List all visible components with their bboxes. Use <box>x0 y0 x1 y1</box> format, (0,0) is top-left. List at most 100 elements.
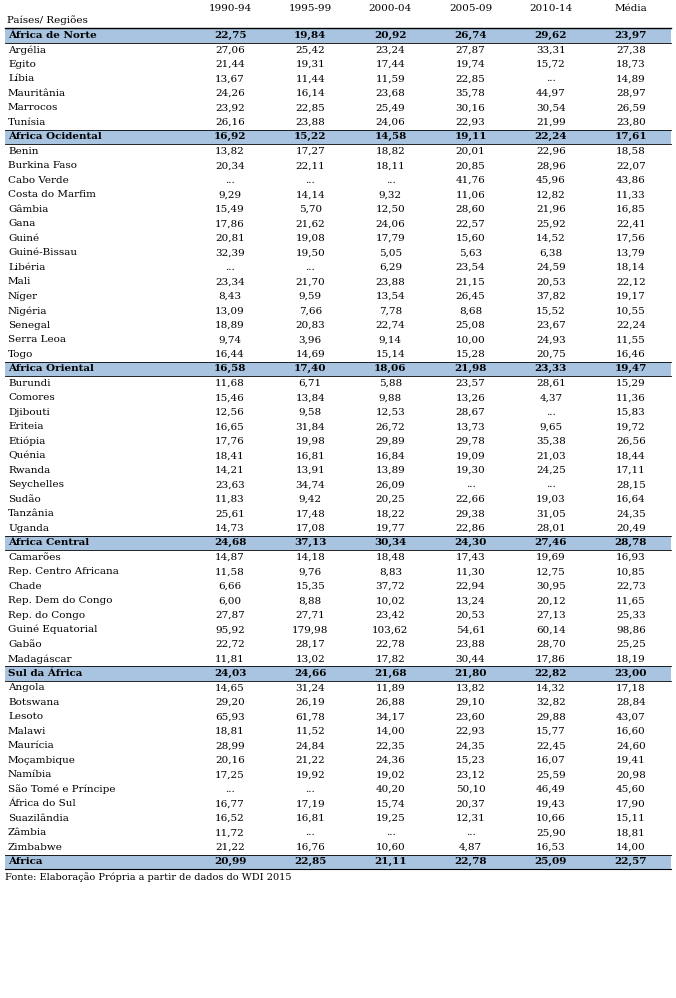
Text: 32,82: 32,82 <box>536 698 566 707</box>
Text: 14,87: 14,87 <box>215 553 245 562</box>
Text: 16,46: 16,46 <box>616 349 646 358</box>
Text: Chade: Chade <box>8 582 42 591</box>
Bar <box>5 43 671 57</box>
Bar <box>5 332 671 347</box>
Text: Argélia: Argélia <box>8 45 46 55</box>
Text: 28,96: 28,96 <box>536 162 566 171</box>
Text: ...: ... <box>306 262 315 271</box>
Bar <box>5 405 671 419</box>
Text: 25,08: 25,08 <box>456 320 485 329</box>
Text: 15,49: 15,49 <box>215 205 245 214</box>
Text: 29,78: 29,78 <box>456 437 485 446</box>
Text: 11,68: 11,68 <box>215 379 245 388</box>
Text: 14,00: 14,00 <box>616 842 646 851</box>
Text: 21,22: 21,22 <box>215 842 245 851</box>
Text: 95,92: 95,92 <box>215 626 245 635</box>
Text: 13,24: 13,24 <box>456 596 485 605</box>
Text: 14,58: 14,58 <box>375 133 406 142</box>
Text: África do Sul: África do Sul <box>8 799 76 808</box>
Text: Média: Média <box>614 4 648 13</box>
Text: 16,14: 16,14 <box>295 89 325 98</box>
Text: Sul da África: Sul da África <box>8 669 82 678</box>
Text: 24,25: 24,25 <box>536 466 566 475</box>
Text: 34,74: 34,74 <box>295 480 325 489</box>
Text: São Tomé e Príncipe: São Tomé e Príncipe <box>8 784 116 794</box>
Bar <box>5 318 671 332</box>
Text: 27,13: 27,13 <box>536 611 566 620</box>
Text: 25,59: 25,59 <box>536 770 566 779</box>
Text: Djibouti: Djibouti <box>8 408 50 417</box>
Text: 13,79: 13,79 <box>616 249 646 257</box>
Bar <box>5 260 671 274</box>
Text: 25,25: 25,25 <box>616 640 646 649</box>
Text: Fonte: Elaboração Própria a partir de dados do WDI 2015: Fonte: Elaboração Própria a partir de da… <box>5 872 291 882</box>
Bar <box>5 492 671 507</box>
Text: 28,01: 28,01 <box>536 524 566 533</box>
Text: Cabo Verde: Cabo Verde <box>8 176 69 185</box>
Text: 16,84: 16,84 <box>376 451 406 460</box>
Text: 22,94: 22,94 <box>456 582 485 591</box>
Text: 65,93: 65,93 <box>215 713 245 722</box>
Text: 28,67: 28,67 <box>456 408 485 417</box>
Text: Costa do Marfim: Costa do Marfim <box>8 191 96 200</box>
Text: 17,76: 17,76 <box>215 437 245 446</box>
Text: 28,17: 28,17 <box>295 640 325 649</box>
Text: 18,82: 18,82 <box>376 147 406 156</box>
Text: 30,95: 30,95 <box>536 582 566 591</box>
Text: 16,76: 16,76 <box>295 842 325 851</box>
Text: 44,97: 44,97 <box>536 89 566 98</box>
Text: 18,14: 18,14 <box>616 262 646 271</box>
Text: 19,08: 19,08 <box>295 234 325 243</box>
Bar <box>5 434 671 448</box>
Text: 5,63: 5,63 <box>459 249 482 257</box>
Text: 16,60: 16,60 <box>616 727 646 736</box>
Text: ...: ... <box>385 176 395 185</box>
Text: Rwanda: Rwanda <box>8 466 50 475</box>
Text: 11,81: 11,81 <box>215 655 245 664</box>
Text: 20,53: 20,53 <box>536 277 566 286</box>
Bar <box>5 767 671 782</box>
Text: ...: ... <box>306 176 315 185</box>
Text: 5,05: 5,05 <box>379 249 402 257</box>
Text: Togo: Togo <box>8 349 33 358</box>
Text: 6,66: 6,66 <box>218 582 241 591</box>
Text: 19,41: 19,41 <box>616 755 646 764</box>
Text: 21,96: 21,96 <box>536 205 566 214</box>
Text: Rep. do Congo: Rep. do Congo <box>8 611 85 620</box>
Text: 20,53: 20,53 <box>456 611 485 620</box>
Text: 17,90: 17,90 <box>616 799 646 808</box>
Text: 9,32: 9,32 <box>379 191 402 200</box>
Bar <box>5 463 671 477</box>
Text: Gâmbia: Gâmbia <box>8 205 49 214</box>
Text: Rep. Centro Africana: Rep. Centro Africana <box>8 567 119 576</box>
Text: 19,25: 19,25 <box>376 813 406 822</box>
Bar <box>5 101 671 115</box>
Text: 21,80: 21,80 <box>454 669 487 678</box>
Text: 22,86: 22,86 <box>456 524 485 533</box>
Text: 9,76: 9,76 <box>299 567 322 576</box>
Text: 16,81: 16,81 <box>295 451 325 460</box>
Text: 22,72: 22,72 <box>215 640 245 649</box>
Text: ...: ... <box>466 828 475 837</box>
Text: África Ocidental: África Ocidental <box>8 133 102 142</box>
Bar <box>5 840 671 854</box>
Text: 22,74: 22,74 <box>376 320 406 329</box>
Bar <box>5 854 671 869</box>
Text: 30,16: 30,16 <box>456 103 485 112</box>
Text: 26,72: 26,72 <box>376 422 406 431</box>
Bar <box>5 217 671 231</box>
Text: 98,86: 98,86 <box>616 626 646 635</box>
Text: 27,06: 27,06 <box>215 45 245 54</box>
Text: 22,66: 22,66 <box>456 495 485 504</box>
Text: ...: ... <box>546 74 556 83</box>
Bar <box>5 550 671 565</box>
Text: 13,54: 13,54 <box>376 291 406 300</box>
Text: 28,15: 28,15 <box>616 480 646 489</box>
Text: 15,11: 15,11 <box>616 813 646 822</box>
Text: 19,30: 19,30 <box>456 466 485 475</box>
Text: 23,88: 23,88 <box>456 640 485 649</box>
Text: 19,43: 19,43 <box>536 799 566 808</box>
Text: Sudão: Sudão <box>8 495 41 504</box>
Text: ...: ... <box>306 784 315 793</box>
Text: 17,82: 17,82 <box>376 655 406 664</box>
